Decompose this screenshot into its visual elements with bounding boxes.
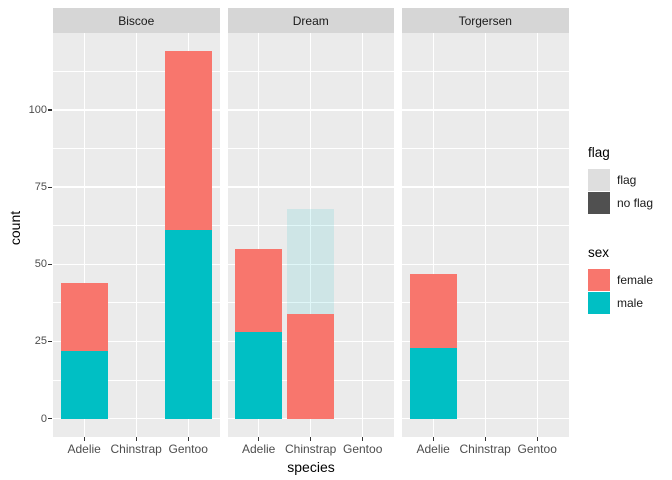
bar-segment-torgersen-adelie-female — [409, 273, 457, 348]
legend-title-sex: sex — [588, 245, 610, 260]
facet-panel-biscoe — [53, 33, 220, 437]
y-tick-label: 50 — [34, 258, 47, 271]
x-tick-label-chinstrap: Chinstrap — [459, 442, 511, 456]
x-tick-label-adelie: Adelie — [67, 442, 101, 456]
y-axis-title: count — [7, 210, 23, 246]
x-tick-label-chinstrap: Chinstrap — [285, 442, 337, 456]
y-tick-label: 0 — [40, 412, 47, 425]
legend-key-flag-swatch — [588, 168, 610, 191]
facet-strip-label: Biscoe — [118, 13, 155, 28]
y-tick-label: 75 — [34, 181, 47, 194]
y-axis-tick — [48, 340, 52, 343]
facet-panel-dream — [227, 33, 394, 437]
x-tick-label-gentoo: Gentoo — [517, 442, 557, 456]
facet-strip-biscoe: Biscoe — [53, 8, 220, 33]
legend-label-female: female — [617, 272, 654, 287]
x-tick-label-gentoo: Gentoo — [168, 442, 208, 456]
x-tick-label-gentoo: Gentoo — [343, 442, 383, 456]
legend-title-flag: flag — [588, 145, 610, 160]
major-gridline-vertical — [258, 33, 260, 437]
facet-strip-label: Dream — [292, 13, 329, 28]
legend-group-flag: flag flag no flag — [588, 145, 653, 214]
x-tick-label-adelie: Adelie — [416, 442, 450, 456]
legend-label-flag: flag — [617, 172, 637, 187]
legend-group-sex: sex female male — [588, 245, 653, 314]
facet-panel-torgersen — [402, 33, 569, 437]
legend-key-male-swatch — [588, 291, 610, 314]
legend-item-flag: flag — [588, 168, 653, 191]
bar-segment-biscoe-gentoo-female — [164, 51, 212, 231]
legend-key-female-swatch — [588, 268, 610, 291]
major-gridline-vertical — [362, 33, 364, 437]
bar-segment-torgersen-adelie-male — [409, 347, 457, 419]
bar-segment-biscoe-gentoo-male — [164, 230, 212, 419]
y-axis-tick — [48, 109, 52, 111]
bar-segment-dream-chinstrap-male — [287, 208, 335, 314]
major-gridline-vertical — [484, 33, 486, 437]
major-gridline-vertical — [536, 33, 538, 437]
x-axis-tick — [484, 437, 486, 441]
legend-item-female: female — [588, 268, 653, 291]
major-gridline-vertical — [135, 33, 137, 437]
facet-strip-torgersen: Torgersen — [402, 8, 569, 33]
major-gridline-vertical — [310, 33, 312, 437]
bar-segment-dream-adelie-female — [235, 248, 283, 333]
bar-segment-biscoe-adelie-male — [60, 350, 108, 419]
facet-strip-dream: Dream — [227, 8, 394, 33]
x-axis-tick — [83, 437, 85, 441]
bar-segment-dream-adelie-male — [235, 332, 283, 419]
major-gridline-vertical — [83, 33, 85, 437]
x-tick-label-adelie: Adelie — [242, 442, 276, 456]
bar-segment-biscoe-adelie-female — [60, 282, 108, 351]
y-axis-tick — [48, 418, 52, 420]
y-axis-tick — [48, 263, 52, 265]
legend-item-male: male — [588, 291, 653, 314]
legend-item-no-flag: no flag — [588, 191, 653, 214]
x-axis-title: species — [287, 459, 335, 475]
x-axis-tick — [187, 437, 189, 441]
y-tick-label: 100 — [28, 104, 47, 116]
x-axis-tick — [135, 437, 137, 441]
major-gridline-vertical — [432, 33, 434, 437]
legend: flag flag no flag sex female male — [588, 145, 653, 314]
x-axis-tick — [258, 437, 260, 441]
y-tick-label: 25 — [34, 335, 47, 348]
x-axis-tick — [432, 437, 434, 441]
legend-label-male: male — [617, 295, 644, 310]
x-axis-tick — [310, 437, 312, 441]
legend-key-no-flag-swatch — [588, 191, 610, 214]
x-axis-tick — [536, 437, 538, 441]
facet-strip-label: Torgersen — [458, 13, 512, 28]
x-axis-tick — [362, 437, 364, 441]
x-tick-label-chinstrap: Chinstrap — [110, 442, 162, 456]
y-axis-tick — [48, 186, 52, 188]
bar-segment-dream-chinstrap-female — [287, 313, 335, 419]
legend-label-no-flag: no flag — [617, 195, 654, 210]
